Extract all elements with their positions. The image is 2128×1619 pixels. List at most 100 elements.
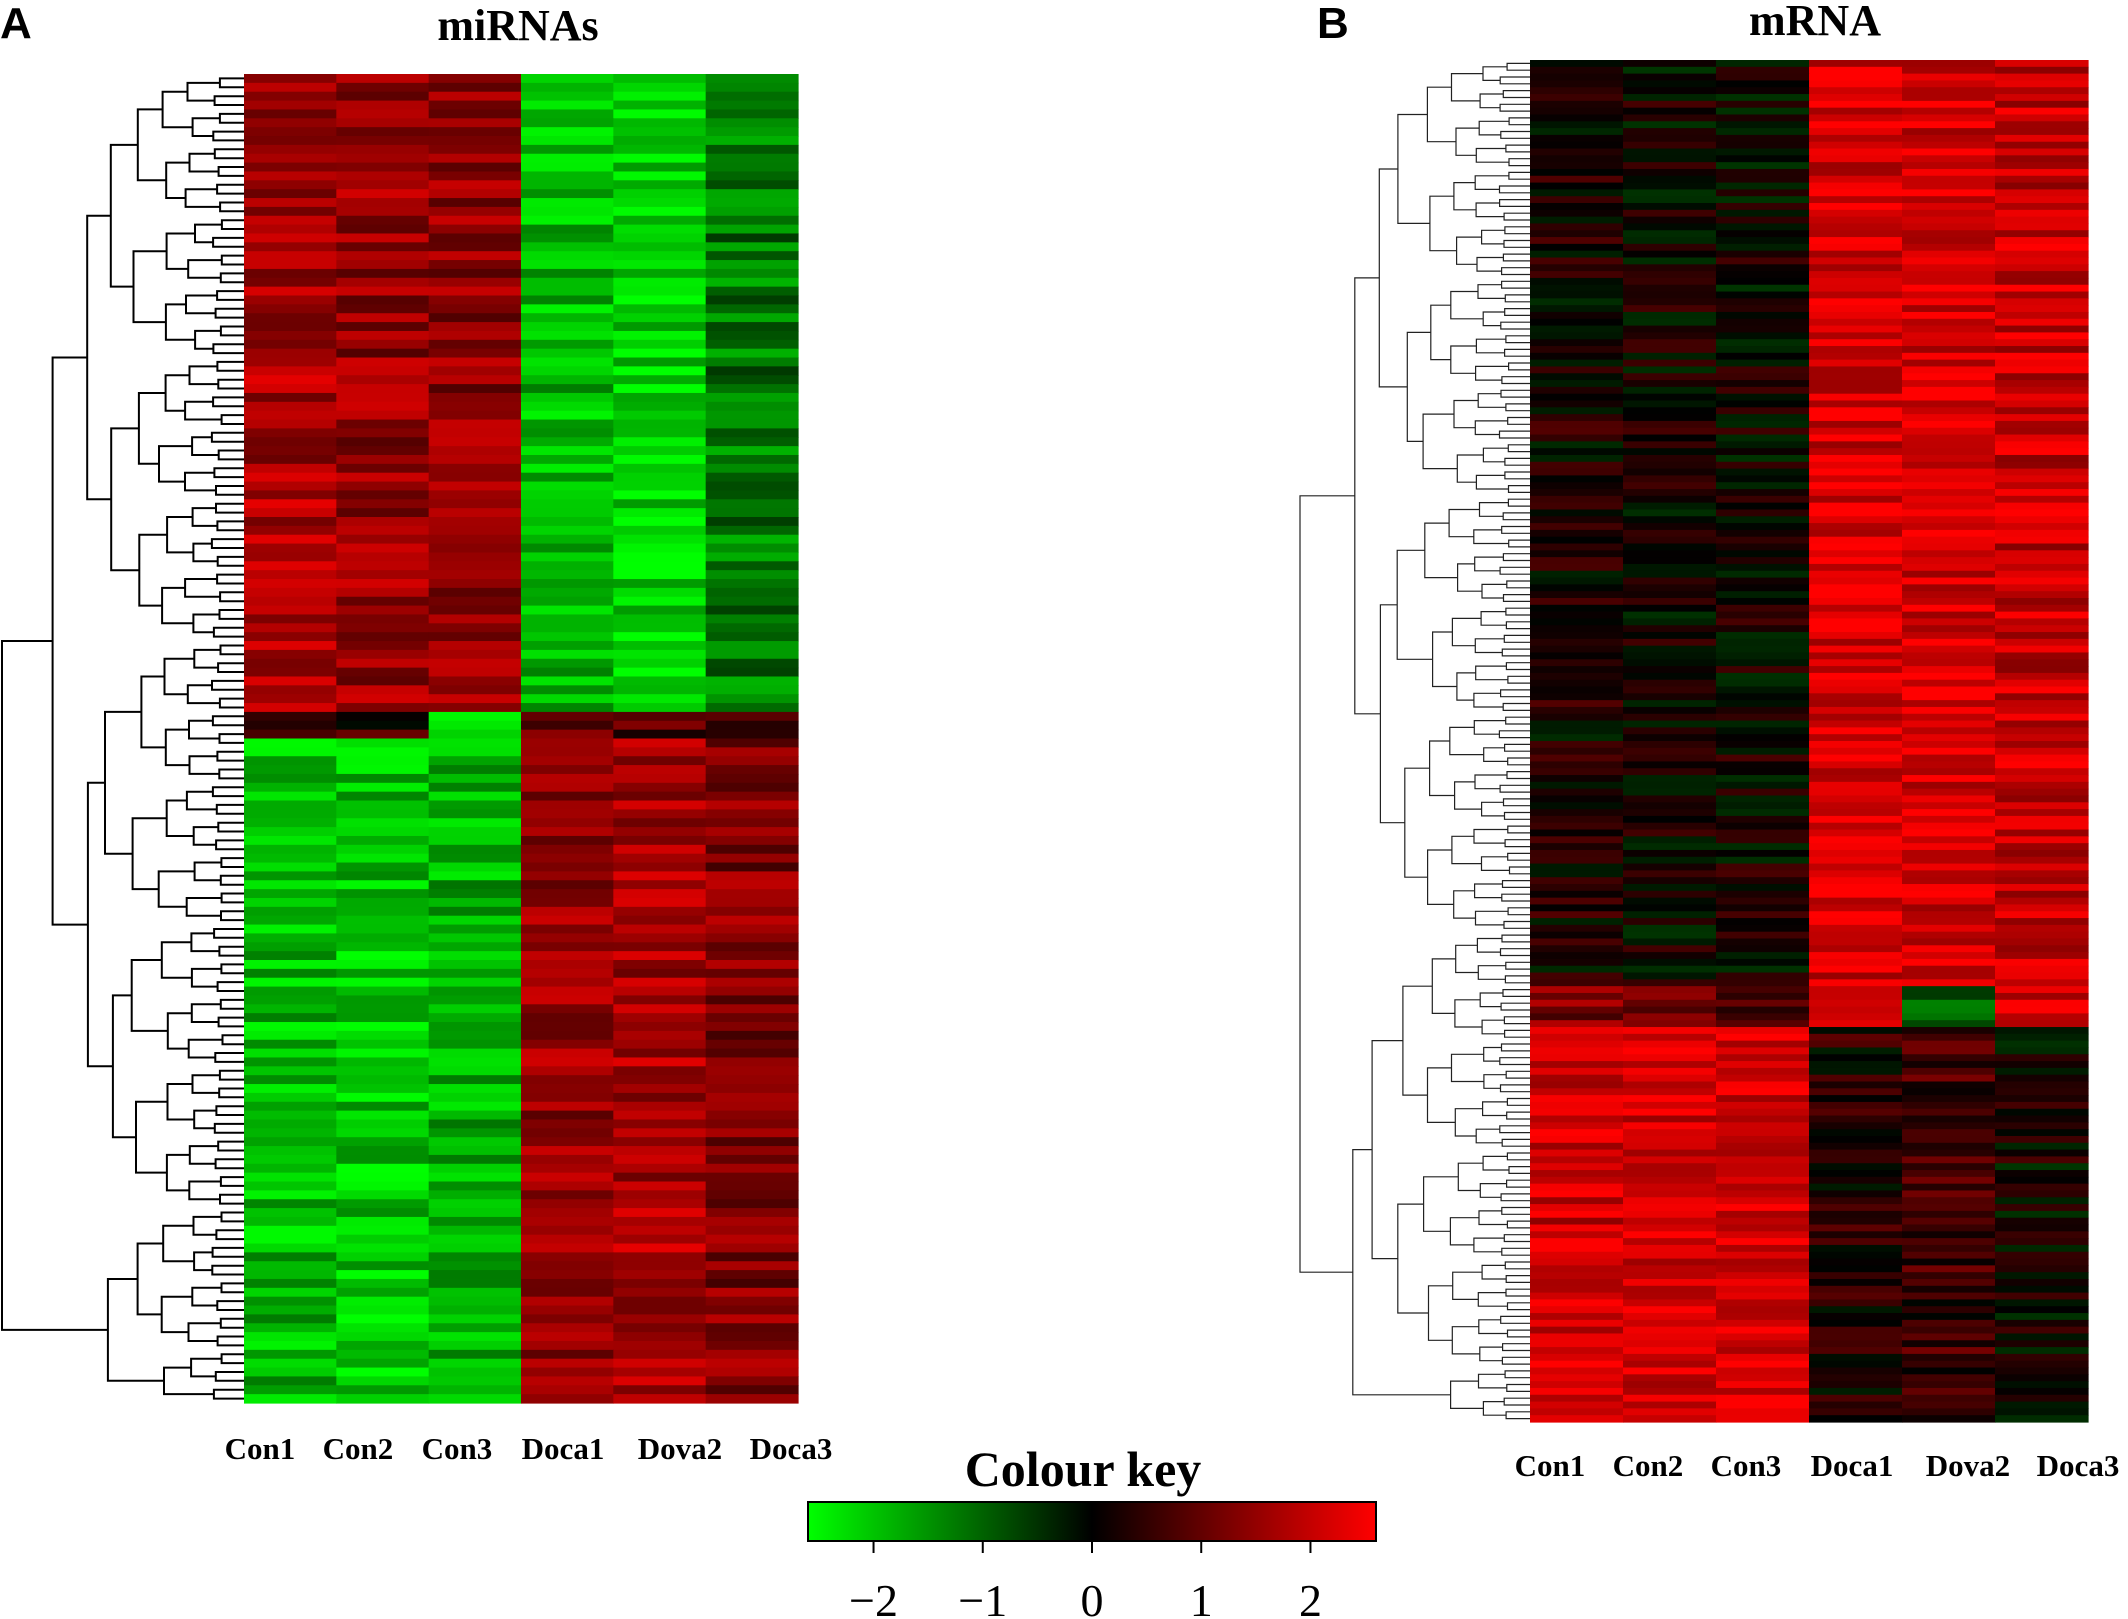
heatmap-a-cell bbox=[613, 570, 707, 580]
heatmap-a-cell bbox=[521, 339, 614, 350]
heatmap-b-cell bbox=[1902, 809, 1996, 817]
heatmap-b-cell bbox=[1902, 523, 1996, 531]
heatmap-b-cell bbox=[1809, 298, 1903, 306]
heatmap-b-cell bbox=[1809, 802, 1903, 810]
heatmap-b-cell bbox=[1530, 380, 1624, 388]
heatmap-b-cell bbox=[1995, 877, 2089, 885]
heatmap-a-cell bbox=[705, 419, 799, 429]
heatmap-a-cell bbox=[336, 463, 430, 474]
heatmap-b-cell bbox=[1716, 1285, 1810, 1294]
heatmap-b-cell bbox=[1623, 87, 1717, 95]
heatmap-b-cell bbox=[1995, 741, 2089, 749]
heatmap-a-cell bbox=[428, 676, 522, 686]
heatmap-b-cell bbox=[1623, 563, 1717, 572]
heatmap-b-cell bbox=[1995, 175, 2089, 184]
heatmap-b-cell bbox=[1809, 781, 1903, 790]
heatmap-b-cell bbox=[1995, 1217, 2089, 1226]
heatmap-b-cell bbox=[1623, 945, 1717, 953]
heatmap-a-cell bbox=[336, 1119, 430, 1129]
heatmap-a-cell bbox=[705, 1287, 799, 1298]
heatmap-b-cell bbox=[1623, 1115, 1717, 1123]
heatmap-a-cell bbox=[244, 942, 337, 952]
heatmap-a-cell bbox=[705, 871, 799, 881]
heatmap-a-cell bbox=[336, 1022, 430, 1032]
heatmap-a-cell bbox=[428, 1394, 522, 1404]
heatmap-b-cell bbox=[1995, 87, 2089, 95]
heatmap-b-cell bbox=[1716, 264, 1810, 272]
heatmap-b-cell bbox=[1902, 60, 1996, 68]
heatmap-a-cell bbox=[428, 348, 522, 359]
heatmap-a-cell bbox=[521, 1208, 614, 1218]
heatmap-b-cell bbox=[1530, 468, 1624, 477]
heatmap-b-cell bbox=[1623, 775, 1717, 783]
heatmap-b-cell bbox=[1809, 107, 1903, 116]
heatmap-b-cell bbox=[1623, 890, 1717, 899]
heatmap-a-cell bbox=[521, 1172, 614, 1183]
heatmap-a-cell bbox=[336, 756, 430, 766]
heatmap-a-cell bbox=[244, 1084, 337, 1094]
heatmap-a-cell bbox=[521, 109, 614, 119]
heatmap-b-cell bbox=[1902, 693, 1996, 701]
heatmap-a-cell bbox=[705, 437, 799, 447]
heatmap-a-cell bbox=[613, 1305, 707, 1315]
heatmap-b-cell bbox=[1902, 1156, 1996, 1164]
heatmap-b-cell bbox=[1809, 223, 1903, 231]
heatmap-b-cell bbox=[1902, 489, 1996, 497]
heatmap-b-cell bbox=[1995, 591, 2089, 599]
heatmap-b-cell bbox=[1809, 877, 1903, 885]
heatmap-b-cell bbox=[1716, 284, 1810, 293]
heatmap-a-title: miRNAs bbox=[437, 1, 598, 50]
heatmap-b-cell bbox=[1716, 761, 1810, 769]
heatmap-b-cell bbox=[1716, 148, 1810, 156]
heatmap-b-cell bbox=[1530, 1101, 1624, 1110]
heatmap-a-cell bbox=[705, 835, 799, 846]
heatmap-b-cell bbox=[1716, 1020, 1810, 1028]
heatmap-b-cell bbox=[1716, 1095, 1810, 1103]
heatmap-b-col-label-doca3: Doca3 bbox=[2037, 1448, 2120, 1483]
heatmap-a-cell bbox=[613, 304, 707, 314]
heatmap-b-cell bbox=[1530, 1163, 1624, 1171]
heatmap-b-cell bbox=[1623, 754, 1717, 763]
heatmap-b-cell bbox=[1995, 904, 2089, 912]
heatmap-b-cell bbox=[1809, 516, 1903, 524]
heatmap-a-cell bbox=[428, 561, 522, 571]
heatmap-b-cell bbox=[1623, 849, 1717, 858]
heatmap-a-cell bbox=[705, 756, 799, 766]
heatmap-a-cell bbox=[428, 756, 522, 766]
heatmap-a-cell bbox=[244, 446, 337, 456]
heatmap-a-cell bbox=[336, 1376, 430, 1386]
heatmap-a-cell bbox=[336, 180, 430, 190]
heatmap-a-cell bbox=[613, 322, 707, 332]
heatmap-a-cell bbox=[244, 570, 337, 580]
heatmap-b-cell bbox=[1716, 1163, 1810, 1171]
heatmap-b-cell bbox=[1530, 1299, 1624, 1307]
heatmap-b-cell bbox=[1995, 352, 2089, 361]
heatmap-a-cell bbox=[428, 667, 522, 678]
heatmap-a-cell bbox=[336, 738, 430, 748]
heatmap-b-cell bbox=[1902, 768, 1996, 776]
heatmap-b-cell bbox=[1995, 482, 2089, 490]
heatmap-b-cell bbox=[1623, 209, 1717, 218]
heatmap-b-cell bbox=[1902, 1040, 1996, 1049]
heatmap-a-cell bbox=[428, 517, 522, 527]
heatmap-b-cell bbox=[1995, 257, 2089, 265]
heatmap-b-cell bbox=[1530, 1278, 1624, 1287]
heatmap-b-cell bbox=[1716, 795, 1810, 803]
heatmap-a-cell bbox=[705, 924, 799, 935]
heatmap-a-cell bbox=[428, 366, 522, 376]
heatmap-b-cell bbox=[1623, 434, 1717, 442]
heatmap-b-cell bbox=[1623, 325, 1717, 333]
heatmap-a-cell bbox=[336, 1110, 430, 1121]
heatmap-b-cell bbox=[1995, 1210, 2089, 1219]
heatmap-b-cell bbox=[1902, 461, 1996, 470]
heatmap-b-cell bbox=[1530, 591, 1624, 599]
heatmap-a-cell bbox=[521, 862, 614, 872]
heatmap-a-cell bbox=[521, 1296, 614, 1307]
heatmap-b-cell bbox=[1902, 604, 1996, 613]
heatmap-b-cell bbox=[1716, 175, 1810, 184]
heatmap-b-cell bbox=[1902, 645, 1996, 654]
heatmap-a-cell bbox=[613, 1190, 707, 1200]
heatmap-a-cell bbox=[705, 82, 799, 93]
heatmap-a-cell bbox=[613, 437, 707, 447]
heatmap-a-cell bbox=[244, 1270, 337, 1280]
